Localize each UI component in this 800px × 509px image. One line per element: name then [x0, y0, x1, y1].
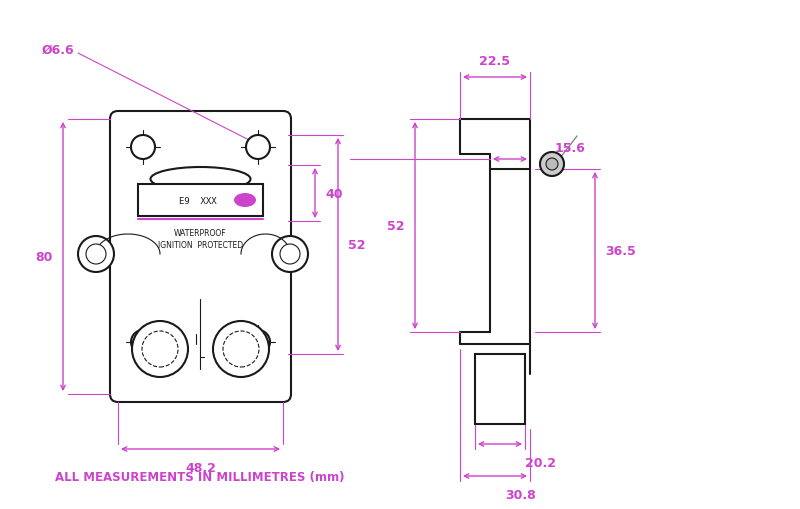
- Circle shape: [78, 237, 114, 272]
- Text: 40: 40: [325, 187, 342, 200]
- Text: 52: 52: [348, 239, 366, 251]
- Text: 20.2: 20.2: [525, 456, 556, 469]
- Text: 36.5: 36.5: [605, 244, 636, 258]
- Text: E9  XXX: E9 XXX: [179, 196, 217, 205]
- Text: 52: 52: [387, 219, 405, 233]
- Text: 30.8: 30.8: [505, 488, 536, 501]
- Ellipse shape: [234, 193, 256, 208]
- Circle shape: [246, 136, 270, 160]
- Text: Ø6.6: Ø6.6: [42, 43, 74, 56]
- Bar: [138, 185, 263, 216]
- Circle shape: [540, 153, 564, 177]
- Bar: [475, 354, 525, 424]
- Circle shape: [223, 331, 259, 367]
- Circle shape: [546, 159, 558, 171]
- Circle shape: [131, 136, 155, 160]
- Circle shape: [86, 244, 106, 265]
- Circle shape: [246, 330, 270, 354]
- Circle shape: [272, 237, 308, 272]
- Text: 22.5: 22.5: [479, 55, 510, 68]
- Text: 80: 80: [36, 250, 53, 264]
- Ellipse shape: [150, 167, 250, 191]
- Circle shape: [132, 321, 188, 377]
- Text: 15.6: 15.6: [555, 141, 586, 154]
- Text: ALL MEASUREMENTS IN MILLIMETRES (mm): ALL MEASUREMENTS IN MILLIMETRES (mm): [55, 471, 345, 484]
- Circle shape: [213, 321, 269, 377]
- FancyBboxPatch shape: [110, 112, 291, 402]
- Text: WATERPROOF: WATERPROOF: [174, 229, 227, 238]
- Text: IGNITION  PROTECTED: IGNITION PROTECTED: [158, 241, 243, 250]
- Circle shape: [131, 330, 155, 354]
- Circle shape: [142, 331, 178, 367]
- Circle shape: [280, 244, 300, 265]
- Text: 48.2: 48.2: [185, 461, 216, 474]
